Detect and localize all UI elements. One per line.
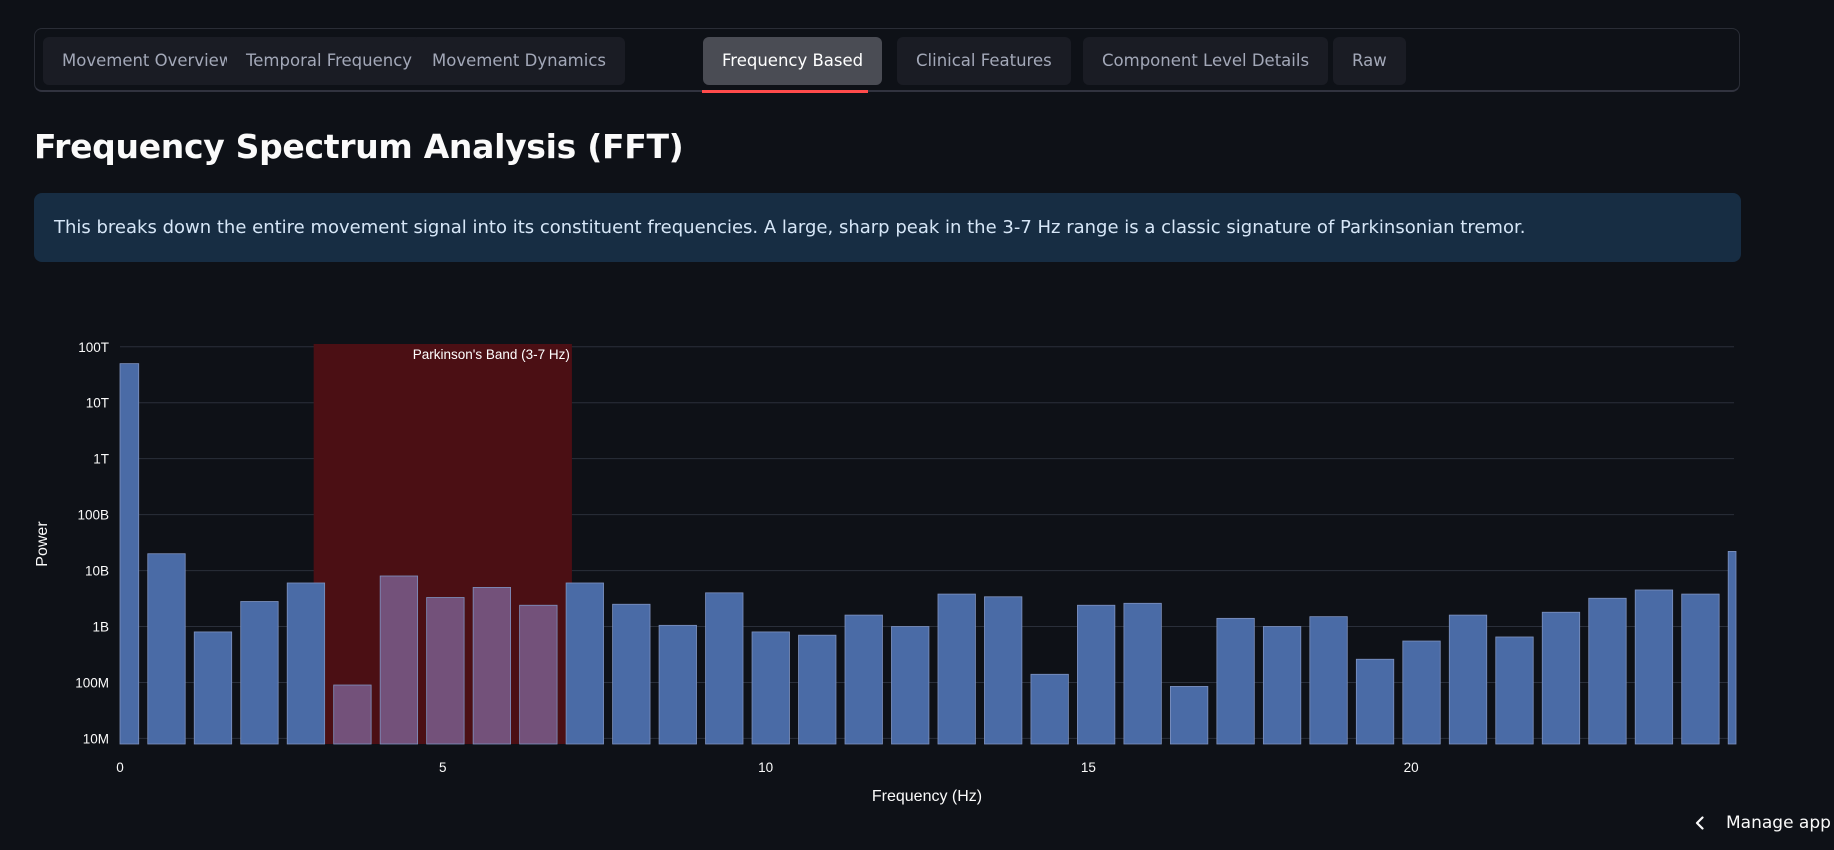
fft-bar[interactable] <box>1216 617 1255 745</box>
fft-bar[interactable] <box>1262 626 1302 745</box>
tab-frequency-based[interactable]: Frequency Based <box>703 37 883 85</box>
x-tick-label: 5 <box>439 760 447 775</box>
active-tab-indicator <box>702 90 868 93</box>
fft-bar[interactable] <box>1355 658 1395 745</box>
x-tick-label: 10 <box>758 760 773 775</box>
fft-bar[interactable] <box>1123 602 1162 745</box>
tab-bar: Movement Overview Temporal Frequency Mov… <box>34 28 1740 92</box>
fft-bar[interactable] <box>1077 604 1116 745</box>
fft-bar[interactable] <box>1541 611 1581 745</box>
fft-bar[interactable] <box>891 626 930 745</box>
y-axis-ticks: 10M 100M 1B 10B 100B 1T 10T 100T <box>75 340 109 747</box>
fft-bar[interactable] <box>798 634 837 745</box>
y-tick-label: 10M <box>83 731 109 746</box>
tab-temporal-frequency[interactable]: Temporal Frequency <box>227 37 432 85</box>
fft-bar[interactable] <box>472 587 511 745</box>
fft-bar[interactable] <box>1169 686 1209 745</box>
fft-bar[interactable] <box>426 597 465 745</box>
fft-chart[interactable]: Parkinson's Band (3-7 Hz) 10M100M1B10B10… <box>0 330 1834 820</box>
y-tick-label: 1B <box>92 620 109 635</box>
fft-bar[interactable] <box>705 592 744 745</box>
fft-bar[interactable] <box>1681 593 1720 745</box>
tab-component-level-details[interactable]: Component Level Details <box>1083 37 1329 85</box>
fft-bar[interactable] <box>658 624 697 745</box>
manage-app-label: Manage app <box>1726 813 1831 833</box>
y-tick-label: 1T <box>93 452 109 467</box>
fft-bar[interactable] <box>286 582 326 745</box>
tab-movement-overview[interactable]: Movement Overview <box>43 37 252 85</box>
parkinsons-band-label: Parkinson's Band (3-7 Hz) <box>413 347 570 362</box>
fft-bar[interactable] <box>1402 640 1441 745</box>
x-tick-label: 15 <box>1081 760 1096 775</box>
fft-bar[interactable] <box>1727 551 1737 745</box>
fft-bar[interactable] <box>147 553 186 745</box>
fft-bar[interactable] <box>119 363 140 745</box>
fft-bar[interactable] <box>1030 673 1069 745</box>
y-tick-label: 100T <box>78 340 109 355</box>
x-axis-ticks: 0 5 10 15 20 <box>116 760 1418 775</box>
fft-bar[interactable] <box>1634 589 1674 745</box>
x-tick-label: 20 <box>1404 760 1419 775</box>
tab-clinical-features[interactable]: Clinical Features <box>897 37 1071 85</box>
fft-bar[interactable] <box>1309 616 1348 745</box>
fft-bar[interactable] <box>519 604 558 745</box>
fft-bar[interactable] <box>1588 597 1627 745</box>
fft-bar[interactable] <box>193 631 233 745</box>
manage-app-button[interactable]: Manage app <box>1690 808 1831 838</box>
fft-bar[interactable] <box>379 575 419 745</box>
fft-bar[interactable] <box>1448 614 1488 745</box>
y-tick-label: 10B <box>85 564 109 579</box>
tab-raw[interactable]: Raw <box>1333 37 1406 85</box>
chart-bars[interactable] <box>119 363 1737 745</box>
fft-bar[interactable] <box>333 684 372 745</box>
chevron-left-icon <box>1690 813 1710 833</box>
x-tick-label: 0 <box>116 760 124 775</box>
info-callout: This breaks down the entire movement sig… <box>34 193 1741 262</box>
y-tick-label: 10T <box>86 396 109 411</box>
y-tick-label: 100B <box>77 508 109 523</box>
fft-bar[interactable] <box>1495 636 1534 745</box>
fft-bar[interactable] <box>240 601 279 745</box>
fft-bar[interactable] <box>751 631 790 745</box>
fft-bar[interactable] <box>612 603 651 745</box>
fft-bar[interactable] <box>565 582 604 745</box>
fft-bar[interactable] <box>844 614 883 745</box>
y-tick-label: 100M <box>75 675 109 690</box>
fft-bar[interactable] <box>937 593 976 745</box>
tab-movement-dynamics[interactable]: Movement Dynamics <box>413 37 626 85</box>
fft-bar[interactable] <box>984 596 1023 745</box>
page-title: Frequency Spectrum Analysis (FFT) <box>34 127 684 166</box>
x-axis-label: Frequency (Hz) <box>872 788 982 805</box>
y-axis-label: Power <box>34 521 51 567</box>
